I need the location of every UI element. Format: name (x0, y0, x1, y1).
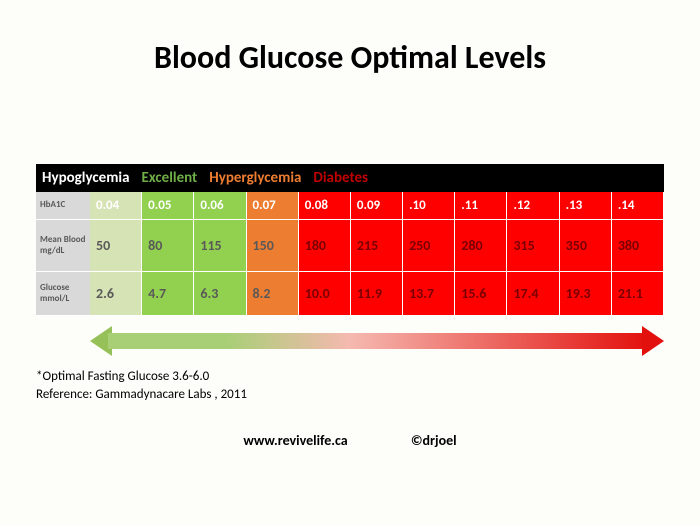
arrow-bar (108, 333, 646, 349)
data-cell: 315 (507, 220, 559, 272)
data-cell: 50 (90, 220, 142, 272)
data-cell: 0.07 (247, 192, 299, 220)
data-cell: 250 (403, 220, 455, 272)
glucose-table: HypoglycemiaExcellentHyperglycemiaDiabet… (36, 164, 664, 316)
data-cell: .11 (455, 192, 507, 220)
data-cell: .14 (612, 192, 664, 220)
data-cell: .13 (560, 192, 612, 220)
gradient-arrow (90, 326, 664, 356)
category-label: Hypoglycemia (36, 169, 136, 187)
data-cell: 19.3 (560, 272, 612, 316)
category-label: Diabetes (307, 169, 374, 187)
category-label: Excellent (136, 169, 204, 187)
data-cell: 150 (247, 220, 299, 272)
row-header: Mean Blood mg/dL (36, 220, 90, 272)
data-cell: 180 (299, 220, 351, 272)
data-cell: 215 (351, 220, 403, 272)
footer: www.revivelife.ca ©drjoel (0, 432, 700, 449)
data-cell: 21.1 (612, 272, 664, 316)
data-cell: 13.7 (403, 272, 455, 316)
data-cell: 17.4 (507, 272, 559, 316)
data-cell: 15.6 (455, 272, 507, 316)
arrow-right-head (642, 326, 664, 356)
row-header: HbA1C (36, 192, 90, 220)
data-cell: .10 (403, 192, 455, 220)
data-cell: 2.6 (90, 272, 142, 316)
data-cell: 8.2 (247, 272, 299, 316)
footer-site: www.revivelife.ca (243, 432, 347, 449)
category-header-row: HypoglycemiaExcellentHyperglycemiaDiabet… (36, 164, 664, 192)
data-cell: 0.04 (90, 192, 142, 220)
data-cell: 0.08 (299, 192, 351, 220)
data-cell: .12 (507, 192, 559, 220)
data-cell: 10.0 (299, 272, 351, 316)
data-cell: 6.3 (194, 272, 246, 316)
notes-block: *Optimal Fasting Glucose 3.6-6.0 Referen… (36, 368, 247, 404)
data-cell: 0.05 (142, 192, 194, 220)
data-cell: 80 (142, 220, 194, 272)
note-reference: Reference: Gammadynacare Labs , 2011 (36, 386, 247, 404)
row-header: Glucose mmol/L (36, 272, 90, 316)
footer-credit: ©drjoel (411, 432, 457, 449)
data-cell: 350 (560, 220, 612, 272)
data-cell: 115 (194, 220, 246, 272)
note-optimal: *Optimal Fasting Glucose 3.6-6.0 (36, 368, 247, 386)
data-cell: 0.09 (351, 192, 403, 220)
page-title: Blood Glucose Optimal Levels (0, 0, 700, 77)
data-cell: 0.06 (194, 192, 246, 220)
category-label: Hyperglycemia (203, 169, 307, 187)
data-cell: 280 (455, 220, 507, 272)
data-cell: 4.7 (142, 272, 194, 316)
data-cell: 11.9 (351, 272, 403, 316)
data-cell: 380 (612, 220, 664, 272)
